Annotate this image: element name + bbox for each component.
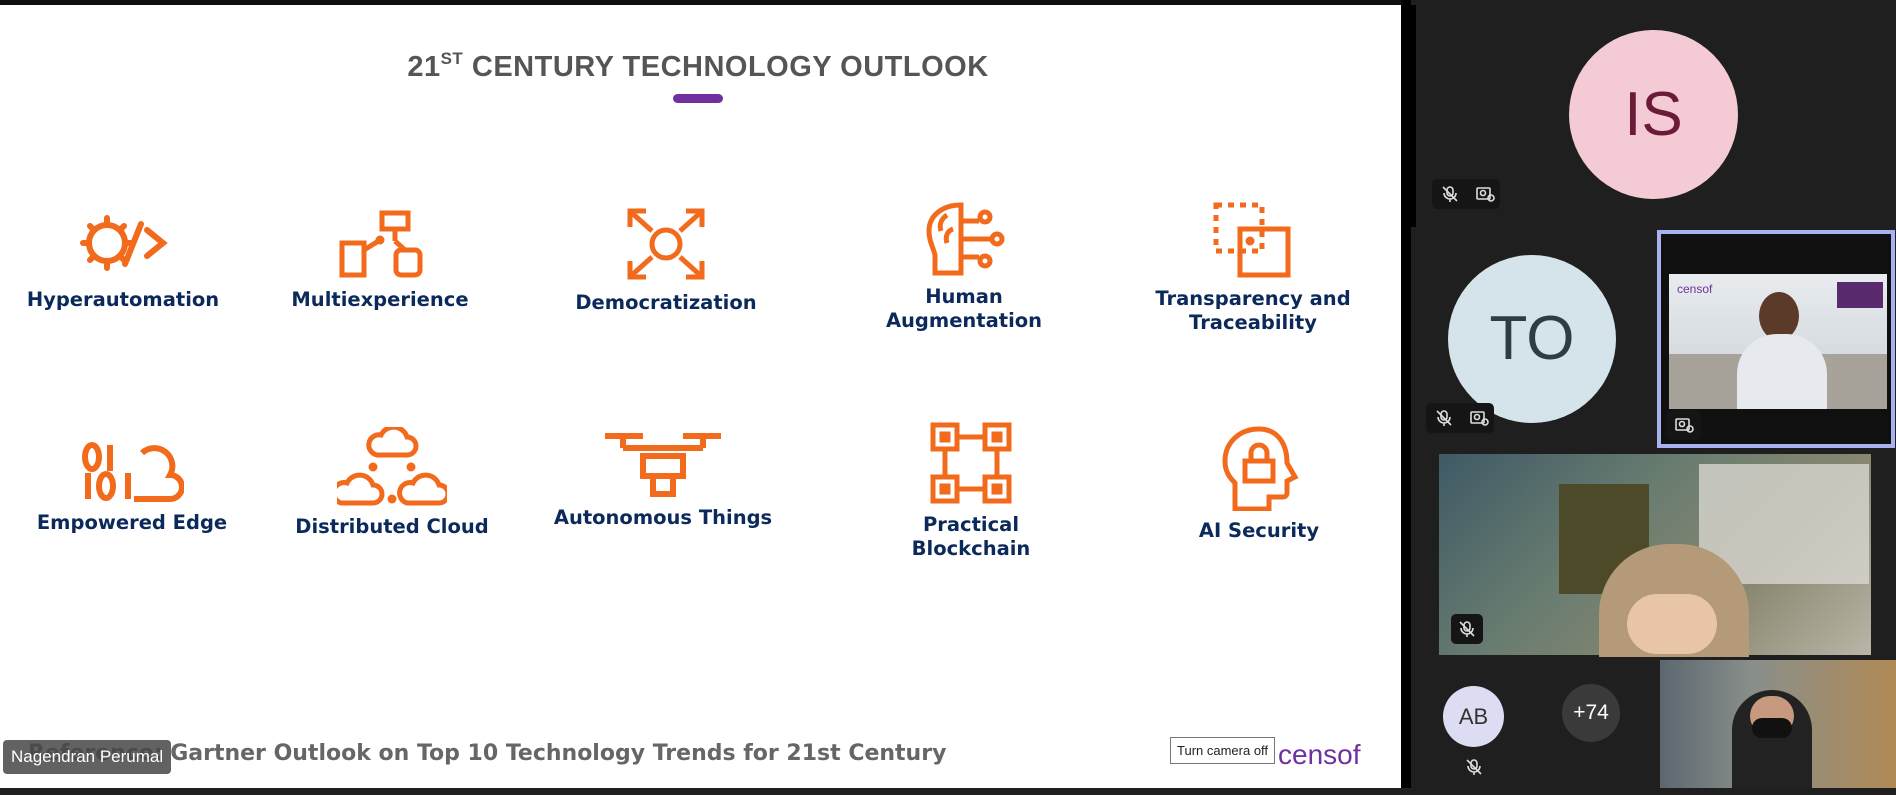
drone-icon bbox=[605, 433, 721, 497]
shared-slide: 21ST CENTURY TECHNOLOGY OUTLOOK Hyperaut… bbox=[0, 5, 1401, 788]
mic-muted-icon bbox=[1466, 759, 1482, 775]
camera-off-icon bbox=[1470, 411, 1489, 426]
trend-label: Multiexperience bbox=[291, 288, 469, 311]
participant3-mask bbox=[1752, 718, 1792, 738]
camera-off-icon bbox=[1675, 418, 1694, 433]
trend-label: Empowered Edge bbox=[36, 511, 228, 534]
trend-label: Transparency and Traceability bbox=[1155, 287, 1351, 334]
trend-empowered-edge: Empowered Edge bbox=[22, 435, 242, 535]
trend-distributed-cloud: Distributed Cloud bbox=[282, 427, 502, 539]
speaker-head bbox=[1759, 292, 1799, 340]
trend-label: Practical Blockchain bbox=[911, 513, 1031, 560]
trend-label: AI Security bbox=[1198, 519, 1320, 542]
trend-autonomous-things: Autonomous Things bbox=[553, 430, 773, 530]
trend-label: Democratization bbox=[575, 291, 757, 314]
video-backdrop-banner bbox=[1837, 282, 1883, 308]
trend-democratization: Democratization bbox=[556, 205, 776, 315]
ai-security-icon bbox=[1222, 426, 1299, 511]
speaker-shirt bbox=[1737, 334, 1827, 409]
to-status-pill bbox=[1426, 403, 1494, 433]
slide-title: 21ST CENTURY TECHNOLOGY OUTLOOK bbox=[407, 49, 989, 83]
camera-off-icon bbox=[1476, 187, 1495, 202]
participant-face bbox=[1627, 594, 1717, 654]
transparency-icon bbox=[1213, 202, 1291, 278]
top-bar bbox=[0, 0, 1896, 5]
edge-cloud-icon bbox=[82, 442, 184, 502]
slide-reference: Reference: Gartner Outlook on Top 10 Tec… bbox=[28, 741, 947, 766]
censof-logo: censof bbox=[1278, 739, 1361, 770]
speaker-status-pill bbox=[1667, 410, 1701, 440]
panel-edge bbox=[1411, 5, 1416, 227]
mic-muted-icon bbox=[1442, 186, 1458, 202]
more-participants-button[interactable]: +74 bbox=[1562, 684, 1620, 742]
title-underline bbox=[673, 94, 723, 103]
trend-ai-security: AI Security bbox=[1149, 425, 1369, 543]
hyperautomation-icon bbox=[80, 215, 168, 271]
participant-video-2[interactable] bbox=[1411, 452, 1896, 657]
trend-label: Distributed Cloud bbox=[295, 515, 489, 538]
trend-human-augmentation: Human Augmentation bbox=[854, 201, 1074, 333]
is-status-pill bbox=[1432, 179, 1500, 209]
distributed-cloud-icon bbox=[337, 427, 447, 506]
participant-video-frame bbox=[1439, 454, 1871, 657]
trend-practical-blockchain: Practical Blockchain bbox=[861, 421, 1081, 561]
multiexperience-icon bbox=[339, 210, 423, 278]
mic-muted-icon bbox=[1459, 621, 1475, 637]
trend-multiexperience: Multiexperience bbox=[270, 210, 490, 312]
avatar-is[interactable]: IS bbox=[1569, 30, 1738, 199]
participant-video-3[interactable] bbox=[1660, 660, 1896, 788]
mic-muted-icon bbox=[1436, 410, 1452, 426]
speaker-video-frame: censof bbox=[1669, 274, 1887, 409]
trend-hyperautomation: Hyperautomation bbox=[13, 210, 233, 312]
democratization-icon bbox=[627, 208, 705, 280]
trend-transparency: Transparency and Traceability bbox=[1143, 201, 1363, 335]
avatar-to[interactable]: TO bbox=[1448, 255, 1616, 423]
blockchain-icon bbox=[930, 422, 1012, 504]
trend-label: Autonomous Things bbox=[553, 506, 773, 529]
trend-label: Human Augmentation bbox=[885, 285, 1043, 332]
bottom-bar bbox=[0, 788, 1896, 795]
brain-icon bbox=[926, 202, 1005, 276]
avatar-ab[interactable]: AB bbox=[1443, 686, 1504, 747]
turn-camera-off-button[interactable]: Turn camera off bbox=[1170, 737, 1276, 764]
trend-label: Hyperautomation bbox=[26, 288, 220, 311]
active-speaker-video[interactable]: censof bbox=[1657, 230, 1895, 448]
video2-status-pill bbox=[1451, 614, 1483, 644]
presenter-name-tag: Nagendran Perumal bbox=[3, 740, 172, 774]
panel-divider bbox=[1401, 0, 1411, 795]
video-censof-logo: censof bbox=[1677, 282, 1713, 296]
